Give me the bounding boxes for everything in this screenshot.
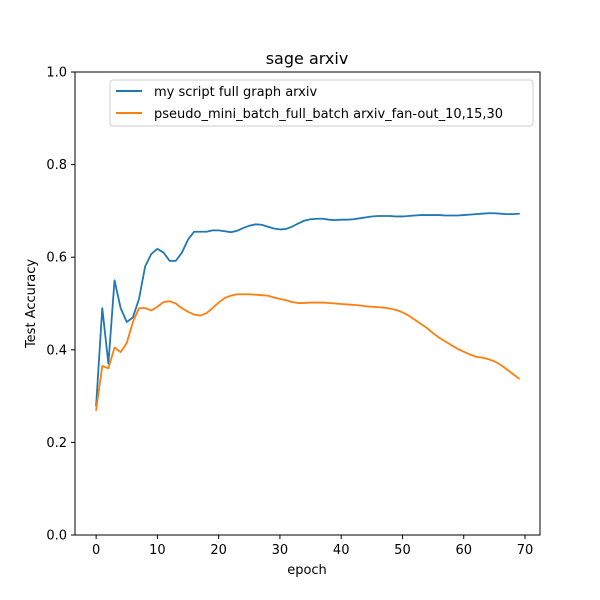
plot-area: 0 10 20 30 40 50 60 70 0.0 0.2 0.4 0.6 0.8 1.0 (46, 66, 541, 558)
x-tick-label: 40 (333, 543, 350, 558)
series-layer (95, 212, 521, 412)
y-tick-label: 0.8 (46, 158, 67, 173)
x-tick-label: 60 (455, 543, 472, 558)
legend-frame (109, 79, 534, 127)
x-tick-label: 0 (92, 543, 100, 558)
series-line-2 (95, 293, 521, 412)
x-tick-label: 10 (149, 543, 166, 558)
chart-title: sage arxiv (266, 49, 349, 68)
series-line-1 (95, 212, 520, 407)
y-axis: 0.0 0.2 0.4 0.6 0.8 1.0 (46, 66, 75, 544)
x-tick-label: 30 (272, 543, 289, 558)
y-tick-label: 0.4 (46, 343, 67, 358)
x-tick-label: 50 (394, 543, 411, 558)
x-tick-label: 20 (210, 543, 227, 558)
legend: my script full graph arxiv pseudo_mini_b… (109, 79, 534, 127)
legend-label-series-1: my script full graph arxiv (154, 85, 317, 100)
y-tick-label: 0.6 (46, 251, 67, 266)
axes-frame (74, 71, 541, 536)
y-tick-label: 1.0 (46, 66, 67, 81)
x-axis-label: epoch (287, 563, 327, 578)
x-axis: 0 10 20 30 40 50 60 70 (92, 535, 533, 558)
y-tick-label: 0.2 (46, 436, 67, 451)
x-tick-label: 70 (517, 543, 534, 558)
legend-label-series-2: pseudo_mini_batch_full_batch arxiv_fan-o… (154, 107, 503, 122)
y-axis-label: Test Accuracy (24, 259, 39, 349)
y-tick-label: 0.0 (46, 529, 67, 544)
